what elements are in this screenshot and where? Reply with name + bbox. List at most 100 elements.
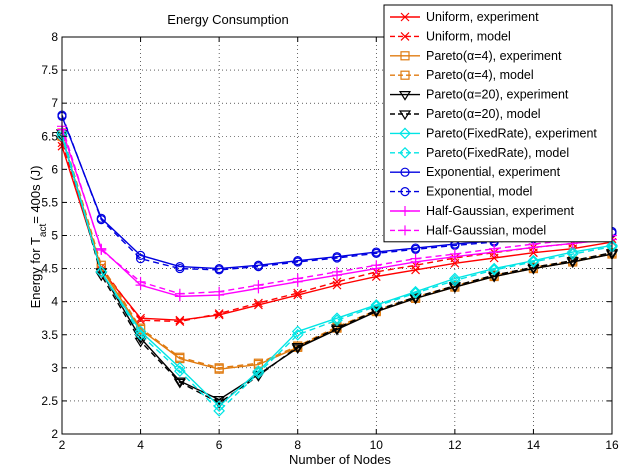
data-point <box>409 287 422 299</box>
data-point <box>254 298 263 308</box>
x-tick-label: 16 <box>605 438 619 452</box>
data-point <box>488 262 500 275</box>
series-line <box>61 132 613 404</box>
legend-entry: Pareto(α=4), experiment <box>390 49 562 63</box>
data-point <box>449 249 460 260</box>
y-tick-label: 8 <box>51 30 58 44</box>
y-tick-label: 7.5 <box>41 63 58 77</box>
data-point <box>293 288 303 298</box>
x-tick-label: 2 <box>59 438 66 452</box>
legend-entry: Uniform, experiment <box>390 10 539 24</box>
y-tick-label: 7 <box>51 96 58 110</box>
data-point <box>409 294 422 305</box>
legend-marker <box>399 127 411 140</box>
data-point <box>332 277 342 287</box>
data-point <box>488 271 501 282</box>
y-tick-label: 5.5 <box>41 195 58 209</box>
y-tick-label: 6.5 <box>41 129 58 143</box>
series-uniform-experiment <box>57 141 617 325</box>
data-point <box>175 352 185 362</box>
legend-label: Uniform, experiment <box>426 10 539 24</box>
legend-label: Pareto(α=4), experiment <box>426 49 562 63</box>
data-point <box>291 325 304 338</box>
data-point <box>174 361 186 374</box>
legend-marker <box>400 206 410 216</box>
legend-entry: Pareto(FixedRate), experiment <box>390 126 597 140</box>
data-point <box>370 299 383 311</box>
data-point <box>175 315 185 325</box>
y-axis-label: Energy for Tact= 400s (J) <box>28 166 49 309</box>
legend-marker <box>400 225 410 236</box>
data-point <box>291 344 304 355</box>
y-tick-label: 4 <box>51 295 58 309</box>
legend-marker <box>399 146 411 159</box>
data-point <box>370 306 383 317</box>
data-point <box>175 263 185 274</box>
data-point <box>293 257 303 267</box>
data-point <box>371 260 382 271</box>
x-tick-label: 6 <box>216 438 223 452</box>
legend-entry: Pareto(α=4), model <box>390 68 534 82</box>
series-line <box>61 132 613 369</box>
x-tick-label: 12 <box>448 438 462 452</box>
legend-marker <box>400 187 410 197</box>
data-point <box>489 243 500 254</box>
legend-entry: Pareto(FixedRate), model <box>390 146 569 160</box>
data-point <box>136 315 145 325</box>
data-point <box>449 272 461 285</box>
y-axis-label-subscript: act <box>38 224 49 238</box>
legend-marker <box>398 91 412 101</box>
data-point <box>175 317 185 326</box>
legend-entry: Half-Gaussian, experiment <box>390 204 575 218</box>
legend-marker <box>398 110 412 121</box>
data-point <box>409 285 422 298</box>
data-point <box>370 307 383 318</box>
series-line <box>61 136 613 401</box>
data-point <box>566 248 579 260</box>
y-axis-label-main: Energy for T <box>28 237 43 308</box>
data-point <box>213 400 225 413</box>
y-tick-label: 5 <box>51 229 58 243</box>
y-tick-label: 3.5 <box>41 328 58 342</box>
series-line <box>61 132 613 412</box>
data-point <box>527 254 540 267</box>
data-point <box>253 280 264 291</box>
data-point <box>214 309 224 319</box>
data-point <box>135 254 146 264</box>
legend-label: Pareto(α=20), experiment <box>426 88 569 102</box>
data-point <box>134 337 147 348</box>
data-point <box>488 264 500 276</box>
data-point <box>134 334 147 345</box>
data-point <box>134 328 147 341</box>
legend-label: Uniform, model <box>426 29 511 43</box>
x-axis-label: Number of Nodes <box>289 452 391 467</box>
tick-labels: 2 4 6 8 10 12 14 16 2 2.5 3 3.5 4 4.5 5 5.5 6 6.5 7 7.5 8 <box>41 30 619 452</box>
data-point <box>95 266 108 278</box>
y-tick-label: 2 <box>51 427 58 441</box>
data-point <box>527 256 540 268</box>
legend-box <box>383 4 613 243</box>
data-point <box>174 365 186 377</box>
data-point <box>213 404 225 417</box>
legend-entry: Pareto(α=20), model <box>390 107 541 121</box>
data-point <box>371 248 381 258</box>
data-point <box>253 261 264 272</box>
data-point <box>173 378 186 389</box>
legend-label: Pareto(α=4), model <box>426 68 534 82</box>
data-point <box>409 293 422 304</box>
data-point <box>254 300 263 310</box>
y-tick-label: 3 <box>51 361 58 375</box>
data-point <box>330 325 344 336</box>
legend-label: Exponential, experiment <box>426 165 561 179</box>
data-point <box>252 365 265 377</box>
series-layer <box>55 110 619 417</box>
data-point <box>174 288 185 299</box>
legend-entry: Half-Gaussian, model <box>390 223 546 237</box>
data-point <box>95 268 108 279</box>
legend-entry: Uniform, model <box>390 29 511 43</box>
data-point <box>410 253 421 264</box>
legend-marker <box>400 167 410 177</box>
legend-label: Pareto(FixedRate), experiment <box>426 126 597 140</box>
data-point <box>449 274 461 287</box>
